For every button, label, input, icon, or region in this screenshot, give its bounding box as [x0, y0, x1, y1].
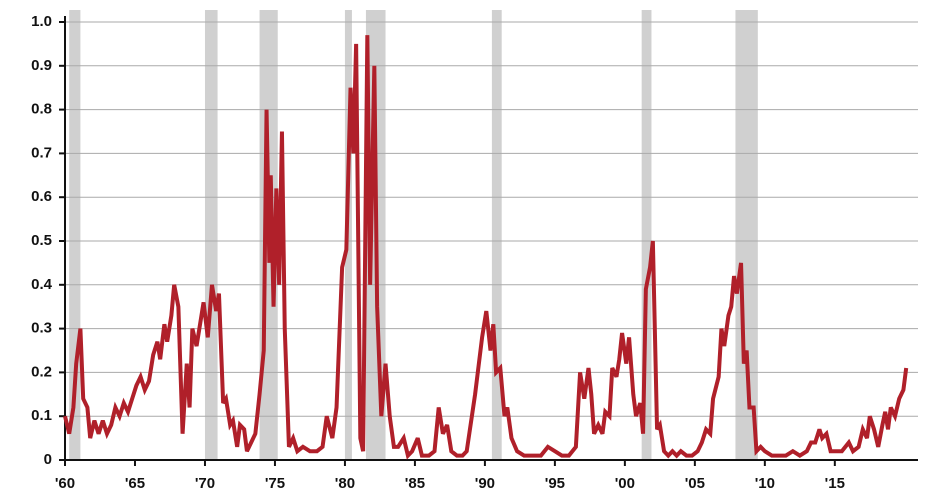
y-tick-label: 0.9	[31, 57, 52, 74]
y-tick-label: 1.0	[31, 13, 52, 30]
x-tick-label: '85	[405, 475, 425, 492]
x-tick-label: '70	[195, 475, 215, 492]
x-tick-label: '15	[825, 475, 845, 492]
x-tick-label: '10	[755, 475, 775, 492]
x-tick-label: '60	[55, 475, 75, 492]
recession-band	[204, 10, 218, 460]
y-tick-label: 0.4	[31, 276, 53, 293]
x-tick-label: '80	[335, 475, 355, 492]
recession-band	[735, 10, 758, 460]
data-line	[63, 35, 909, 460]
x-tick-label: '75	[265, 475, 285, 492]
x-tick-label: '00	[615, 475, 635, 492]
y-tick-label: 0.7	[31, 144, 52, 161]
x-tick-label: '95	[545, 475, 565, 492]
y-tick-label: 0.8	[31, 101, 52, 118]
y-tick-label: 0.5	[31, 232, 52, 249]
recession-band	[641, 10, 652, 460]
y-tick-label: 0.2	[31, 363, 52, 380]
x-tick-label: '90	[475, 475, 495, 492]
x-tick-label: '65	[125, 475, 145, 492]
recession-band	[491, 10, 502, 460]
y-tick-label: 0.3	[31, 320, 52, 337]
y-tick-label: 0.6	[31, 188, 52, 205]
y-tick-label: 0	[44, 451, 52, 468]
y-tick-label: 0.1	[31, 407, 52, 424]
x-tick-label: '05	[685, 475, 705, 492]
recession-band	[69, 10, 81, 460]
